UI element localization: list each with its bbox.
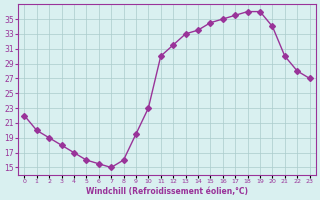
- X-axis label: Windchill (Refroidissement éolien,°C): Windchill (Refroidissement éolien,°C): [86, 187, 248, 196]
